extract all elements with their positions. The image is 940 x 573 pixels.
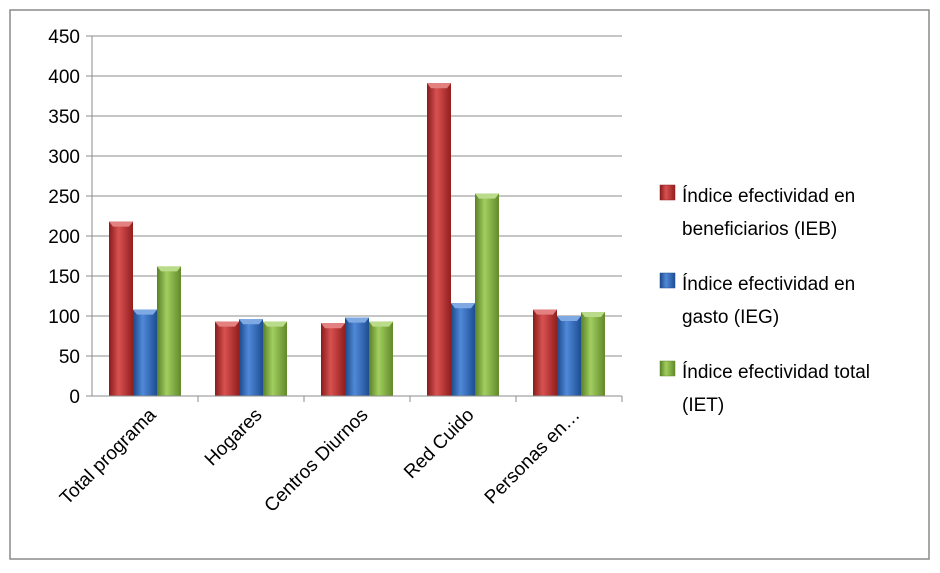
legend-label: Índice efectividad en — [682, 274, 855, 295]
y-tick-label: 100 — [48, 307, 80, 328]
y-axis-tick-labels: 0 50 100 150 200 250 300 350 400 450 — [48, 27, 80, 408]
y-tick-label: 150 — [48, 267, 80, 288]
y-tick-label: 0 — [69, 387, 80, 408]
legend-label: gasto (IEG) — [682, 307, 779, 328]
y-tick-label: 200 — [48, 227, 80, 248]
bar — [451, 303, 475, 396]
bar — [369, 321, 393, 396]
legend-item: Índice efectividad en gasto (IEG) — [659, 272, 855, 328]
legend-item: Índice efectividad en beneficiarios (IEB) — [659, 184, 855, 240]
bar — [533, 309, 557, 396]
bar — [133, 309, 157, 396]
bar — [157, 266, 181, 396]
bar — [239, 319, 263, 396]
legend: Índice efectividad en beneficiarios (IEB)… — [659, 184, 870, 416]
y-tick-label: 450 — [48, 27, 80, 48]
bar — [557, 316, 581, 396]
axes — [91, 36, 623, 402]
legend-swatch — [659, 272, 676, 289]
legend-label: Índice efectividad en — [682, 186, 855, 207]
bar — [581, 312, 605, 396]
legend-label: Índice efectividad total — [682, 362, 870, 383]
bar — [215, 321, 239, 396]
y-tick-label: 350 — [48, 107, 80, 128]
bar — [427, 83, 451, 396]
y-tick-label: 50 — [59, 347, 80, 368]
legend-label: beneficiarios (IEB) — [682, 219, 837, 240]
y-tick-label: 400 — [48, 67, 80, 88]
bar — [263, 321, 287, 396]
bar — [475, 193, 499, 396]
y-tick-label: 300 — [48, 147, 80, 168]
bar — [345, 317, 369, 396]
legend-item: Índice efectividad total (IET) — [659, 360, 870, 416]
bars — [109, 83, 605, 396]
y-tick-label: 250 — [48, 187, 80, 208]
legend-swatch — [659, 360, 676, 377]
legend-label: (IET) — [682, 395, 724, 416]
bar — [109, 221, 133, 396]
bar — [321, 323, 345, 396]
legend-swatch — [659, 184, 676, 201]
